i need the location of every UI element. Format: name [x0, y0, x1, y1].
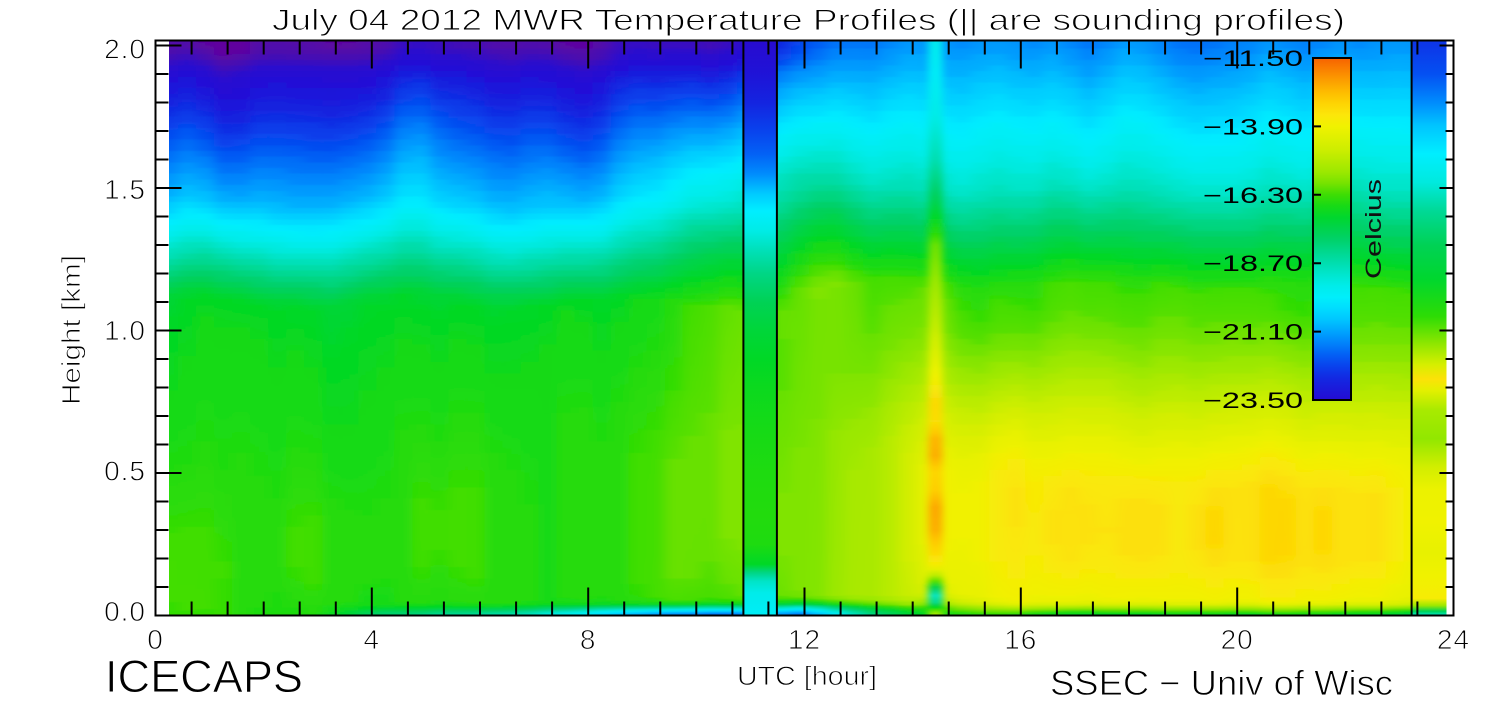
svg-text:0.5: 0.5: [104, 456, 146, 487]
svg-text:−23.50: −23.50: [1203, 388, 1303, 413]
svg-text:−18.70: −18.70: [1203, 251, 1303, 276]
svg-text:0: 0: [147, 624, 164, 655]
svg-text:8: 8: [580, 624, 597, 655]
svg-text:24: 24: [1437, 624, 1470, 655]
svg-text:−11.50: −11.50: [1203, 46, 1303, 71]
svg-text:12: 12: [788, 624, 821, 655]
svg-text:UTC [hour]: UTC [hour]: [737, 661, 877, 691]
svg-text:−13.90: −13.90: [1203, 114, 1303, 139]
svg-text:1.0: 1.0: [104, 315, 146, 346]
svg-text:16: 16: [1004, 624, 1037, 655]
svg-text:Celcius: Celcius: [1361, 179, 1386, 279]
svg-text:1.5: 1.5: [104, 174, 146, 205]
svg-text:ICECAPS: ICECAPS: [105, 651, 303, 700]
svg-text:SSEC − Univ of Wisc: SSEC − Univ of Wisc: [1050, 664, 1393, 700]
svg-text:4: 4: [364, 624, 381, 655]
svg-text:July 04 2012 MWR Temperature P: July 04 2012 MWR Temperature Profiles (|…: [272, 4, 1345, 37]
svg-text:−16.30: −16.30: [1203, 183, 1303, 208]
svg-text:Height [km]: Height [km]: [56, 255, 86, 405]
svg-text:0.0: 0.0: [104, 596, 146, 627]
svg-text:20: 20: [1221, 624, 1254, 655]
svg-text:−21.10: −21.10: [1203, 320, 1303, 345]
svg-text:2.0: 2.0: [104, 34, 146, 65]
